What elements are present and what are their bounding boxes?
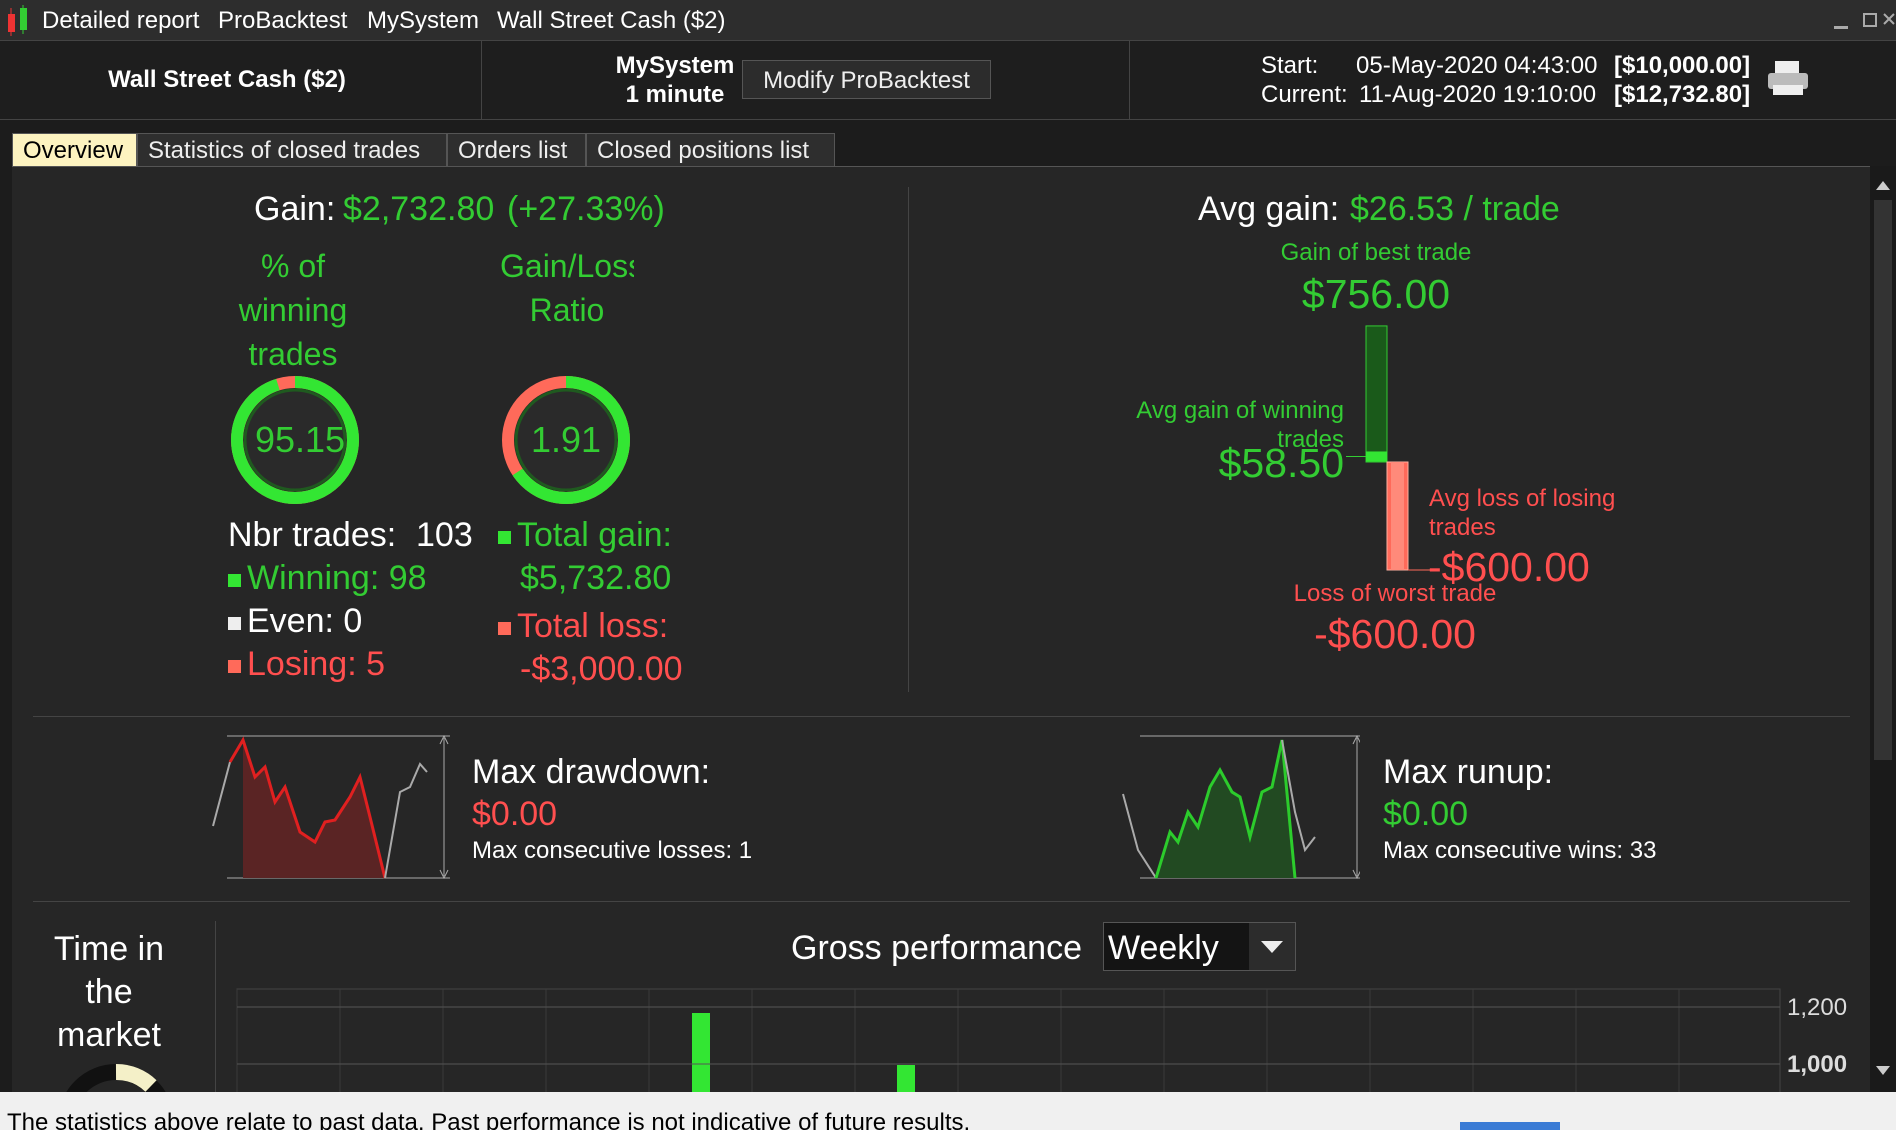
consecutive-losses: Max consecutive losses: 1 [472,837,753,864]
separator [33,901,1850,902]
nbr-trades-label: Nbr trades: [228,516,397,554]
gain-pct: (+27.33%) [507,190,665,228]
tab[interactable]: Orders list [447,133,586,166]
drawdown: $0.00 [472,795,558,833]
footer: The statistics above relate to past data… [0,1092,1896,1130]
avg-gain: $26.53 / trade [1350,190,1560,228]
winning-pct-label: % of winning trades [238,248,348,372]
drawdown-chart [212,734,450,880]
period: Weekly [1108,929,1219,967]
gain-label: Gain: [254,190,336,228]
total-loss-label: Total loss: [517,607,669,645]
current-capital: [$12,732.80] [1614,81,1751,108]
time-gauge [56,1062,176,1092]
winning: 98 [388,559,427,597]
instrument: Wall Street Cash ($2) [108,66,346,93]
title-part: Wall Street Cash ($2) [497,7,726,34]
gross-chart: 1,200 1,000 [236,988,1847,1092]
current-date: 11-Aug-2020 19:10:00 [1359,81,1597,108]
gauges: 95.15 1.91 [231,376,630,504]
time-in-market-label: Time in the market [53,930,165,1054]
gross-performance-title: Gross performance [791,929,1082,967]
consecutive-wins: Max consecutive wins: 33 [1383,837,1657,864]
title-part: MySystem [367,7,480,34]
divider [215,921,216,1092]
avg-gain-label: Avg gain: [1198,190,1340,228]
y-tick-label: 1,200 [1787,994,1847,1021]
system-name: MySystem [615,52,735,79]
total-gain: $5,732.80 [520,559,672,597]
overview-panel [12,166,1870,1093]
title-part: ProBacktest [218,7,348,34]
even-label: Even: [247,602,334,640]
tab[interactable]: Statistics of closed trades [137,133,447,166]
nbr-trades: 103 [416,516,473,554]
trade-bars [1346,325,1430,571]
window-controls[interactable] [1826,6,1896,36]
timeframe: 1 minute [625,81,725,108]
winning-label: Winning: [247,559,380,597]
losing-label: Losing: [247,645,357,683]
start-capital: [$10,000.00] [1614,52,1751,79]
avg-losing-label: Avg loss of losing trades [1429,485,1616,541]
start-label: Start: [1261,52,1319,79]
print-icon[interactable] [1765,59,1811,99]
losing: 5 [366,645,386,683]
tab-active[interactable]: Overview [12,133,137,166]
scrollbar[interactable] [1870,166,1896,1092]
gauge-value: 1.91 [531,419,601,460]
avg-winning: $58.50 [1218,440,1344,486]
start-date: 05-May-2020 04:43:00 [1356,52,1598,79]
avg-winning-marker [1366,451,1387,462]
gauge-inner [243,388,347,492]
ratio-label: Gain/Loss Ratio [500,248,634,328]
title-part: Detailed report [42,7,200,34]
header: Wall Street Cash ($2) MySystem 1 minute … [0,41,1896,120]
runup: $0.00 [1383,795,1469,833]
worst-trade: -$600.00 [1314,611,1476,657]
drawdown-label: Max drawdown: [472,753,711,791]
separator [33,716,1850,717]
avg-losing: -$600.00 [1428,544,1590,590]
current-label: Current: [1261,81,1348,108]
gauge-value: 95.15 [255,419,345,460]
title-bar: Detailed report ProBacktest MySystem Wal… [0,0,1896,41]
total-loss: -$3,000.00 [520,650,683,688]
even: 0 [343,602,363,640]
gauge-inner [514,388,618,492]
scroll-arrows [1874,181,1892,1075]
best-trade-label: Gain of best trade [1280,239,1472,266]
divider [908,187,909,692]
gain: $2,732.80 [343,190,495,228]
runup-label: Max runup: [1383,753,1554,791]
disclaimer: The statistics above relate to past data… [7,1109,971,1130]
best-trade: $756.00 [1301,271,1451,317]
period-dropdown[interactable]: Weekly [1103,922,1296,971]
tab[interactable]: Closed positions list [586,133,835,166]
gauge-gain-ring [502,376,630,504]
best-trade-bar [1365,325,1388,463]
avg-winning-label: Avg gain of winning trades [1136,397,1344,453]
gauge-gain-ring [231,376,359,504]
worst-trade-label: Loss of worst trade [1293,580,1497,607]
y-tick-label: 1,000 [1787,1051,1847,1078]
runup-chart [1122,734,1360,880]
modify-button[interactable]: Modify ProBacktest [742,60,991,99]
total-gain-label: Total gain: [517,516,672,554]
avg-losing-marker [1391,462,1404,570]
app-icon [8,5,27,36]
